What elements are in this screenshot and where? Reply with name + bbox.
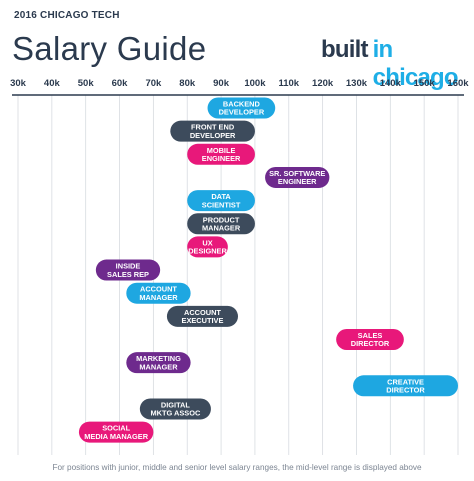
salary-range-bar [353, 375, 458, 397]
salary-range-bar [187, 190, 255, 212]
bar-label: UX DESIGNER [188, 238, 227, 255]
brand-logo-part2: in chicago [372, 36, 459, 91]
bar-label-line: SCIENTIST [202, 200, 241, 209]
bar-label: MOBILE ENGINEER [202, 146, 241, 163]
bar-label-line: CREATIVE [387, 377, 424, 386]
bar-label-line: ACCOUNT [140, 285, 177, 294]
salary-range-bar [170, 120, 255, 142]
x-tick-label: 70k [145, 78, 162, 89]
bar-label-line: MANAGER [139, 362, 178, 371]
bar-label-line: DATA [211, 192, 231, 201]
bar-label-line: PRODUCT [203, 215, 240, 224]
bar-label: SOCIAL MEDIA MANAGER [84, 424, 148, 441]
salary-range-bar [126, 352, 191, 374]
salary-range-bar [265, 166, 330, 188]
bar-label-line: UX [202, 238, 212, 247]
bar-label-line: MANAGER [202, 223, 241, 232]
bar-label: INSIDE SALES REP [107, 262, 149, 279]
footnote: For positions with junior, middle and se… [52, 463, 422, 472]
bar-label-line: MKTG ASSOC [150, 409, 200, 418]
x-tick-label: 60k [112, 78, 129, 89]
salary-range-bar [187, 236, 228, 258]
bar-label-line: EXECUTIVE [182, 316, 224, 325]
brand-logo: built in chicago [321, 36, 474, 92]
bar-label-line: FRONT END [191, 123, 235, 132]
bar-label-line: DEVELOPER [190, 131, 236, 140]
chart-title: Salary Guide [12, 30, 207, 67]
bar-label-line: DIRECTOR [351, 339, 390, 348]
salary-range-bar [95, 259, 161, 281]
bar-label-line: BACKEND [223, 100, 261, 109]
salary-range-bar [187, 143, 255, 165]
x-tick-label: 140k [380, 78, 402, 89]
bar-label: CREATIVE DIRECTOR [386, 377, 425, 394]
bar-label: DATA SCIENTIST [202, 192, 241, 209]
x-tick-label: 160k [447, 78, 469, 89]
bar-label-line: SR. SOFTWARE [269, 169, 325, 178]
bar-label-line: INSIDE [116, 262, 141, 271]
bar-label: ACCOUNT EXECUTIVE [182, 308, 224, 325]
bar-label-line: ACCOUNT [184, 308, 221, 317]
bar-label-line: DIRECTOR [386, 386, 425, 395]
bar-label: SALES DIRECTOR [351, 331, 390, 348]
x-tick-label: 120k [312, 78, 334, 89]
salary-range-bar [166, 305, 238, 327]
x-tick-label: 30k [10, 78, 27, 89]
bar-label-line: ENGINEER [278, 177, 317, 186]
bar-label-line: DEVELOPER [219, 108, 265, 117]
bar-label: FRONT END DEVELOPER [190, 123, 236, 140]
bar-label-line: MEDIA MANAGER [84, 432, 148, 441]
bar-label: MARKETING MANAGER [136, 354, 181, 371]
bar-label: SR. SOFTWARE ENGINEER [269, 169, 325, 186]
bar-label: PRODUCT MANAGER [202, 215, 241, 232]
bar-label-line: MOBILE [207, 146, 236, 155]
x-tick-label: 90k [213, 78, 230, 89]
salary-range-bar [207, 97, 276, 119]
salary-range-bar [187, 213, 255, 235]
bar-label: DIGITAL MKTG ASSOC [150, 400, 200, 417]
salary-range-bar [126, 282, 191, 304]
bar-label-line: DIGITAL [161, 400, 190, 409]
salary-range-bar [78, 421, 154, 443]
x-tick-label: 40k [44, 78, 61, 89]
bar-label-line: SALES REP [107, 270, 149, 279]
bar-label-line: SOCIAL [102, 424, 130, 433]
x-tick-label: 110k [278, 78, 299, 89]
bar-label-line: ENGINEER [202, 154, 241, 163]
salary-range-bar [336, 329, 404, 350]
x-tick-label: 130k [346, 78, 368, 89]
chart-supertitle: 2016 CHICAGO TECH [14, 10, 120, 21]
salary-range-bar [139, 398, 211, 420]
bar-label: ACCOUNT MANAGER [139, 285, 178, 302]
x-tick-label: 50k [78, 78, 95, 89]
bar-label-line: MANAGER [139, 293, 178, 302]
bar-label-line: SALES [358, 331, 383, 340]
bar-label: BACKEND DEVELOPER [219, 100, 265, 117]
brand-logo-part1: built [321, 36, 368, 63]
bar-label-line: MARKETING [136, 354, 181, 363]
x-tick-label: 150k [414, 78, 436, 89]
bar-label-line: DESIGNER [188, 247, 227, 256]
x-tick-label: 100k [244, 78, 266, 89]
x-tick-label: 80k [179, 78, 196, 89]
